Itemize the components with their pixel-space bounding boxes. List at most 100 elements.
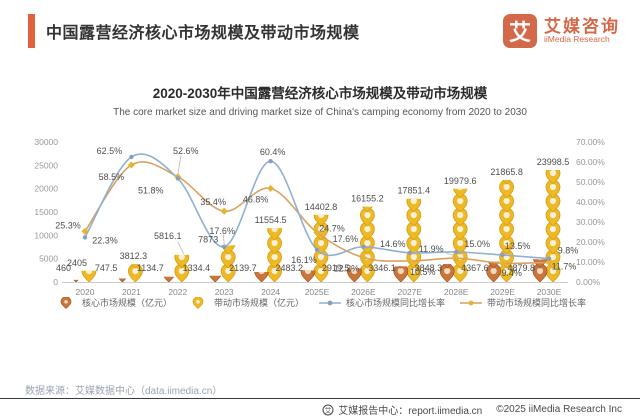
accent-bar: [28, 14, 35, 48]
footer-bar: 艾 艾媒报告中心：report.iimedia.cn ©2025 iiMedia…: [0, 398, 640, 417]
svg-text:2020: 2020: [76, 287, 95, 297]
svg-text:3812.3: 3812.3: [120, 251, 148, 261]
svg-text:2023: 2023: [215, 287, 234, 297]
source-note: 数据来源：艾媒数据中心（data.iimedia.cn）: [25, 386, 223, 397]
svg-text:50.00%: 50.00%: [576, 177, 605, 187]
svg-text:40.00%: 40.00%: [576, 197, 605, 207]
svg-text:10.5%: 10.5%: [410, 267, 436, 277]
pin-marker-icon: [192, 296, 204, 309]
svg-text:17851.4: 17851.4: [398, 186, 431, 196]
svg-text:11.9%: 11.9%: [419, 244, 444, 254]
svg-text:20000: 20000: [34, 184, 58, 194]
svg-text:艾: 艾: [325, 406, 332, 414]
line-marker-icon: [460, 300, 483, 305]
svg-text:51.8%: 51.8%: [138, 185, 164, 195]
svg-text:25000: 25000: [34, 160, 58, 170]
svg-text:5000: 5000: [39, 254, 58, 264]
svg-text:23998.5: 23998.5: [537, 157, 570, 167]
svg-text:4879.8: 4879.8: [507, 263, 535, 273]
svg-text:5816.1: 5816.1: [154, 231, 182, 241]
svg-text:3346.1: 3346.1: [368, 263, 396, 273]
svg-text:11554.5: 11554.5: [255, 215, 287, 225]
svg-text:1134.7: 1134.7: [137, 263, 164, 273]
svg-text:10000: 10000: [34, 230, 58, 240]
svg-text:21865.8: 21865.8: [490, 167, 523, 177]
svg-text:3848.3: 3848.3: [415, 263, 443, 273]
svg-text:14402.8: 14402.8: [305, 202, 338, 212]
svg-text:60.00%: 60.00%: [576, 157, 605, 167]
svg-text:62.5%: 62.5%: [97, 146, 123, 156]
iimedia-logo-icon: 艾: [503, 14, 537, 48]
svg-text:13.5%: 13.5%: [505, 241, 531, 251]
svg-text:2022: 2022: [168, 287, 187, 297]
legend-item-2: 核心市场规模同比增长率: [318, 296, 445, 309]
svg-text:25.3%: 25.3%: [55, 220, 81, 230]
svg-text:747.5: 747.5: [95, 263, 118, 273]
svg-text:2024: 2024: [261, 287, 280, 297]
svg-text:460: 460: [56, 263, 71, 273]
svg-text:2139.7: 2139.7: [229, 263, 257, 273]
logo-name-en: iiMedia Research: [544, 34, 610, 45]
legend-label: 核心市场规模同比增长率: [346, 298, 446, 308]
iimedia-badge-icon: 艾: [322, 404, 334, 415]
svg-text:15.0%: 15.0%: [464, 239, 490, 249]
logo-name-cn: 艾媒咨询: [544, 16, 620, 36]
legend-item-3: 带动市场规模同比增长率: [459, 296, 586, 309]
svg-text:20.00%: 20.00%: [576, 237, 605, 247]
svg-text:2026E: 2026E: [351, 287, 376, 297]
footer-report-text: 艾媒报告中心：report.iimedia.cn: [338, 406, 483, 417]
svg-text:9.8%: 9.8%: [558, 245, 579, 255]
iimedia-logo: 艾 艾媒咨询 iiMedia Research: [503, 14, 620, 48]
svg-text:10.00%: 10.00%: [576, 257, 605, 267]
pin-marker-icon: [60, 296, 72, 309]
svg-text:30.00%: 30.00%: [576, 217, 605, 227]
svg-text:17.6%: 17.6%: [333, 234, 359, 244]
svg-text:2405: 2405: [67, 258, 87, 268]
header: 中国露营经济核心市场规模及带动市场规模 艾 艾媒咨询 iiMedia Resea…: [0, 0, 640, 48]
page-title: 中国露营经济核心市场规模及带动市场规模: [46, 25, 360, 42]
svg-text:22.3%: 22.3%: [92, 235, 118, 245]
svg-text:24.7%: 24.7%: [319, 224, 345, 234]
svg-text:2030E: 2030E: [537, 287, 562, 297]
svg-text:2029E: 2029E: [490, 287, 515, 297]
svg-text:7873: 7873: [198, 234, 218, 244]
svg-text:52.6%: 52.6%: [173, 146, 199, 156]
svg-text:2027E: 2027E: [398, 287, 423, 297]
camping-market-chart: 0 5000 10000 15000 20000 25000 30000 0.00% 10.00…: [34, 137, 605, 297]
svg-text:30000: 30000: [34, 137, 58, 147]
legend-item-0: 核心市场规模（亿元）: [54, 296, 172, 309]
svg-text:0: 0: [53, 277, 58, 287]
svg-text:70.00%: 70.00%: [576, 137, 605, 147]
svg-text:46.8%: 46.8%: [243, 194, 269, 204]
svg-text:15000: 15000: [34, 207, 58, 217]
svg-text:2919.5: 2919.5: [322, 263, 350, 273]
chart-legend: 核心市场规模（亿元） 带动市场规模（亿元） 核心市场规模同比增长率 带动市场规模同比增…: [0, 296, 640, 309]
legend-label: 带动市场规模同比增长率: [487, 298, 587, 308]
legend-label: 核心市场规模（亿元）: [81, 298, 172, 308]
svg-text:0.00%: 0.00%: [576, 277, 601, 287]
chart-title: 2020-2030年中国露营经济核心市场规模及带动市场规模: [152, 86, 488, 101]
svg-text:14.6%: 14.6%: [380, 239, 406, 249]
svg-text:1334.4: 1334.4: [183, 263, 211, 273]
svg-text:17.6%: 17.6%: [209, 226, 235, 236]
svg-text:11.7%: 11.7%: [552, 262, 577, 272]
svg-text:2483.2: 2483.2: [275, 263, 303, 273]
legend-label: 带动市场规模（亿元）: [213, 298, 304, 308]
svg-text:19979.6: 19979.6: [444, 176, 477, 186]
svg-text:12.2%: 12.2%: [334, 264, 360, 274]
line-marker-icon: [319, 300, 341, 305]
logo-text: 艾媒咨询 iiMedia Research: [544, 16, 620, 45]
chart-subtitle: The core market size and driving market …: [113, 107, 527, 118]
svg-text:9.4%: 9.4%: [501, 268, 522, 278]
svg-text:2025E: 2025E: [305, 287, 330, 297]
legend-item-1: 带动市场规模（亿元）: [186, 296, 304, 309]
footer-copyright: ©2025 iiMedia Research Inc: [496, 404, 622, 415]
svg-text:4367.6: 4367.6: [461, 263, 489, 273]
svg-text:2021: 2021: [122, 287, 141, 297]
svg-text:16.1%: 16.1%: [291, 255, 317, 265]
footer-report-center: 艾 艾媒报告中心：report.iimedia.cn: [322, 402, 482, 417]
svg-text:58.5%: 58.5%: [99, 172, 125, 182]
svg-text:60.4%: 60.4%: [260, 147, 286, 157]
svg-text:2028E: 2028E: [444, 287, 469, 297]
